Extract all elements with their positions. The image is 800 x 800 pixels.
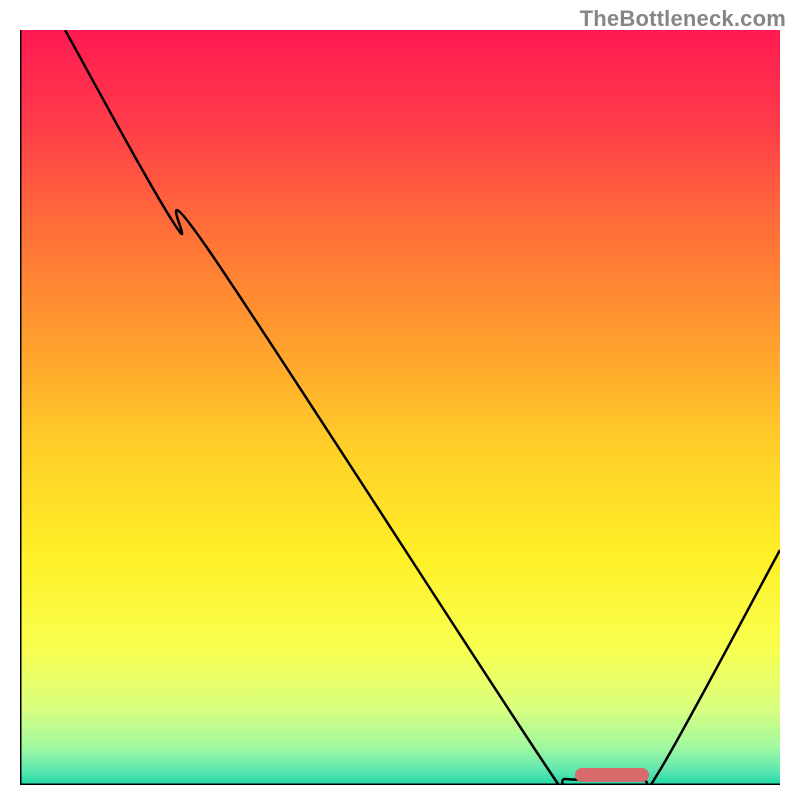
plot-area: [20, 30, 780, 785]
chart-container: TheBottleneck.com: [0, 0, 800, 800]
gradient-background: [20, 30, 780, 785]
watermark-text: TheBottleneck.com: [580, 6, 786, 32]
plot-svg: [20, 30, 780, 785]
